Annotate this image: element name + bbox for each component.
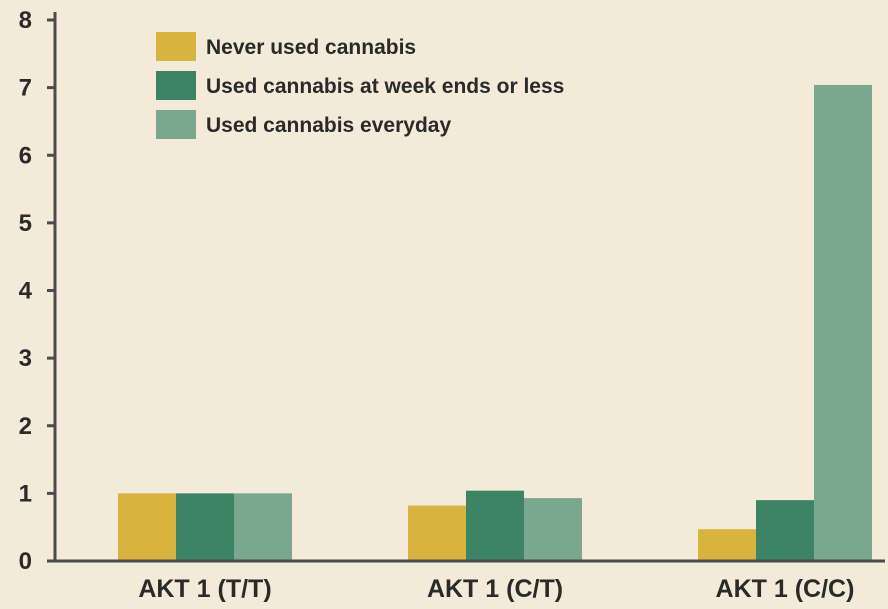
legend-label-1: Never used cannabis: [206, 36, 416, 59]
x-axis: AKT 1 (T/T) AKT 1 (C/T) AKT 1 (C/C): [49, 559, 885, 603]
bar-3-series-1: [698, 529, 756, 561]
y-axis: 0 1 2 3 4 5 6 7 8: [19, 7, 57, 575]
bar-2-series-1: [408, 505, 466, 561]
y-tick-label: 3: [19, 345, 32, 372]
bar-3-series-3: [814, 84, 872, 562]
legend-label-2: Used cannabis at week ends or less: [206, 75, 564, 98]
y-tick-label: 6: [19, 142, 32, 169]
bar-1-series-2: [176, 493, 234, 561]
x-category-label: AKT 1 (C/T): [427, 575, 563, 603]
bar-1-series-1: [118, 493, 176, 561]
bar-1-series-3: [234, 493, 292, 561]
legend-swatch-2: [156, 71, 196, 100]
legend: Never used cannabis Used cannabis at week…: [156, 32, 564, 139]
bars: [118, 84, 872, 562]
y-tick-label: 0: [19, 548, 32, 575]
y-tick-label: 7: [19, 75, 32, 102]
legend-label-3: Used cannabis everyday: [206, 114, 451, 137]
x-category-label: AKT 1 (C/C): [716, 575, 855, 603]
y-tick-label: 2: [19, 413, 32, 440]
y-tick-label: 8: [19, 7, 32, 34]
legend-swatch-3: [156, 110, 196, 139]
bar-2-series-3: [524, 498, 582, 561]
legend-swatch-1: [156, 32, 196, 61]
x-category-label: AKT 1 (T/T): [138, 575, 271, 603]
y-tick-label: 5: [19, 210, 32, 237]
y-tick-label: 4: [19, 278, 33, 305]
bar-2-series-2: [466, 490, 524, 561]
y-tick-label: 1: [19, 480, 32, 507]
bar-3-series-2: [756, 500, 814, 561]
